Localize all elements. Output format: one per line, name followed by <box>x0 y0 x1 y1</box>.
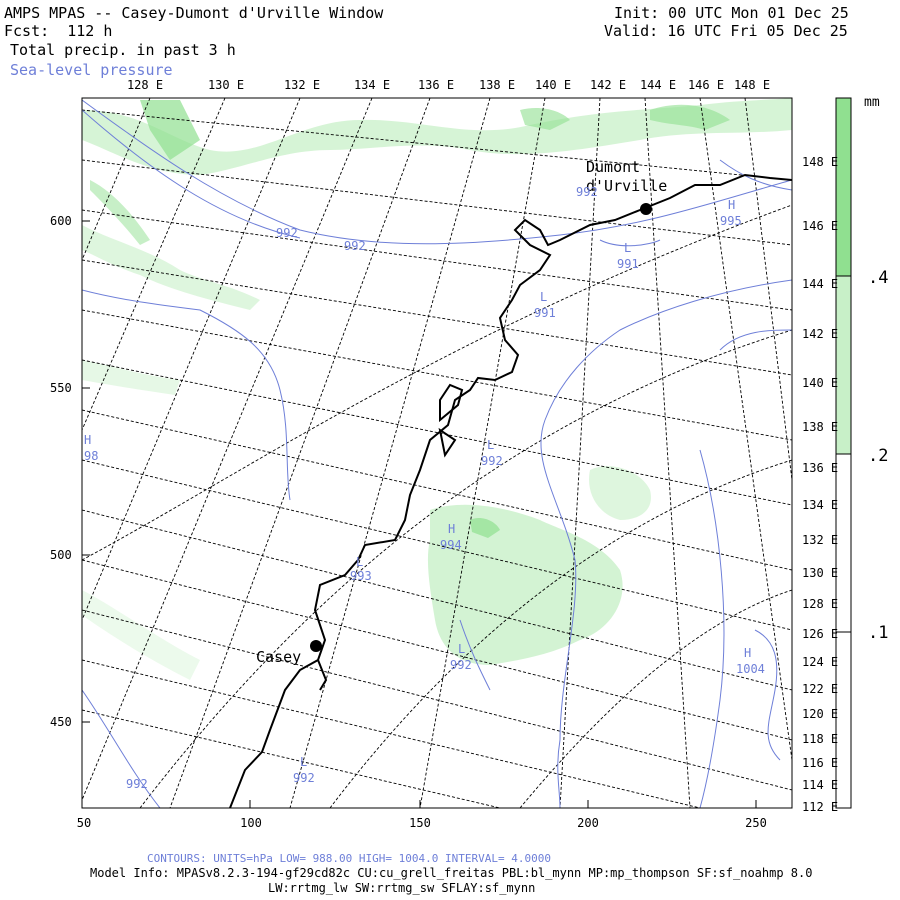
right-lon-label: 140 E <box>802 376 839 390</box>
left-axis-label: 550 <box>50 381 72 395</box>
bottom-axis-label: 150 <box>409 816 431 830</box>
contour-label: 992 <box>576 185 598 199</box>
right-lon-label: 128 E <box>802 597 839 611</box>
contour-label: 992 <box>126 777 148 791</box>
bottom-axis-label: 200 <box>577 816 599 830</box>
model-info-line2: LW:rrtmg_lw SW:rrtmg_sw SFLAY:sf_mynn <box>268 881 536 895</box>
low-pressure-value: 992 <box>481 454 503 468</box>
right-lon-label: 132 E <box>802 533 839 547</box>
top-lon-label: 144 E <box>639 78 677 92</box>
right-lon-label: 112 E <box>802 800 839 814</box>
map-title: AMPS MPAS -- Casey-Dumont d'Urville Wind… <box>4 4 384 22</box>
left-axis-label: 600 <box>50 214 72 228</box>
top-lon-label: 138 E <box>478 78 516 92</box>
top-lon-label: 140 E <box>534 78 572 92</box>
high-pressure-marker: H <box>448 522 456 536</box>
plot-frame <box>81 97 793 809</box>
right-lon-label: 120 E <box>802 707 839 721</box>
casey-station-marker <box>310 640 322 652</box>
low-pressure-marker: L <box>458 642 466 656</box>
colorbar-unit: mm <box>864 95 880 110</box>
valid-time: Valid: 16 UTC Fri 05 Dec 25 <box>604 22 848 40</box>
low-pressure-value: 991 <box>617 257 639 271</box>
high-pressure-value: 98 <box>84 449 99 463</box>
contour-label: 992 <box>344 239 366 253</box>
contour-info: CONTOURS: UNITS=hPa LOW= 988.00 HIGH= 10… <box>147 852 551 865</box>
right-lon-label: 116 E <box>802 756 839 770</box>
model-info: Model Info: MPASv8.2.3-194-gf29cd82c CU:… <box>90 866 813 880</box>
contour-label: 992 <box>276 226 298 240</box>
top-lon-label: 130 E <box>207 78 245 92</box>
axis-ticks <box>81 220 757 808</box>
bottom-axis-label: 100 <box>240 816 262 830</box>
latlon-grid <box>82 98 792 808</box>
precip-shading <box>82 98 792 680</box>
left-axis-label: 500 <box>50 548 72 562</box>
colorbar-label: .2 <box>868 446 889 466</box>
slp-field-label: Sea-level pressure <box>10 61 173 79</box>
low-pressure-marker: L <box>300 755 308 769</box>
right-lon-label: 122 E <box>802 682 839 696</box>
high-pressure-marker: H <box>728 198 736 212</box>
top-lon-label: 134 E <box>353 78 391 92</box>
high-pressure-value: 994 <box>440 538 462 552</box>
right-lon-label: 118 E <box>802 732 839 746</box>
right-lon-label: 142 E <box>802 327 839 341</box>
high-pressure-value: 995 <box>720 214 742 228</box>
dumont-durville-label: Dumont d'Urville <box>586 158 668 195</box>
high-pressure-value: 1004 <box>736 662 765 676</box>
low-pressure-marker: L <box>540 290 548 304</box>
low-pressure-value: 992 <box>293 771 315 785</box>
low-pressure-marker: L <box>356 555 364 569</box>
high-pressure-marker: H <box>84 433 92 447</box>
right-lon-label: 126 E <box>802 627 839 641</box>
forecast-hour: Fcst: 112 h <box>4 22 113 40</box>
colorbar-label: .4 <box>868 268 889 288</box>
colorbar-label: .1 <box>868 623 889 643</box>
colorbar <box>835 97 852 809</box>
low-pressure-value: 992 <box>450 658 472 672</box>
top-lon-label: 146 E <box>687 78 725 92</box>
right-lon-label: 138 E <box>802 420 839 434</box>
right-lon-label: 144 E <box>802 277 839 291</box>
top-lon-label: 142 E <box>589 78 627 92</box>
dumont-station-marker <box>640 203 652 215</box>
low-pressure-marker: L <box>624 241 632 255</box>
low-pressure-marker: L <box>487 438 495 452</box>
right-lon-label: 124 E <box>802 655 839 669</box>
slp-contours <box>82 99 792 808</box>
init-time: Init: 00 UTC Mon 01 Dec 25 <box>614 4 849 22</box>
high-pressure-marker: H <box>744 646 752 660</box>
right-lon-label: 148 E <box>802 155 839 169</box>
top-lon-label: 136 E <box>417 78 455 92</box>
low-pressure-value: 993 <box>350 569 372 583</box>
casey-label: Casey <box>256 648 302 666</box>
bottom-axis-label: 250 <box>745 816 767 830</box>
coastline <box>229 173 792 808</box>
right-lon-label: 114 E <box>802 778 839 792</box>
left-axis-label: 450 <box>50 715 72 729</box>
right-lon-label: 146 E <box>802 219 839 233</box>
top-lon-label: 148 E <box>733 78 771 92</box>
top-lon-label: 132 E <box>283 78 321 92</box>
top-lon-label: 128 E <box>126 78 164 92</box>
right-lon-label: 136 E <box>802 461 839 475</box>
low-pressure-value: 991 <box>534 306 556 320</box>
precip-field-label: Total precip. in past 3 h <box>10 41 236 59</box>
right-lon-label: 130 E <box>802 566 839 580</box>
bottom-axis-label: 50 <box>76 816 92 830</box>
right-lon-label: 134 E <box>802 498 839 512</box>
